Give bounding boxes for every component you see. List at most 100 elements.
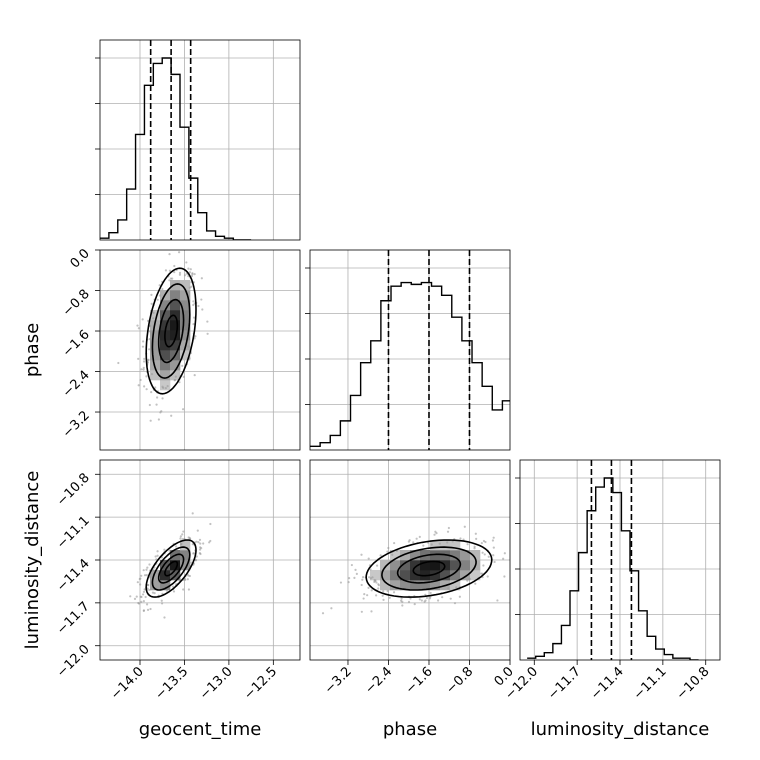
scatter-point (182, 588, 185, 591)
scatter-point (141, 593, 145, 596)
scatter-point (139, 378, 142, 382)
scatter-point (375, 594, 378, 597)
panel-frame-phase-hist (309, 249, 511, 451)
scatter-point (382, 598, 385, 601)
scatter-point (178, 273, 182, 276)
scatter-point (141, 318, 144, 321)
contours-phase-vs-luminosity-distance (365, 539, 493, 598)
scatter-point (473, 547, 476, 550)
y-axis-label-luminosity-distance: luminosity_distance (22, 471, 43, 650)
scatter-point (178, 381, 181, 384)
scatter-point (182, 530, 185, 533)
scatter-point (154, 555, 157, 558)
density-cell (180, 300, 191, 311)
scatter-point (148, 348, 151, 351)
y-tick-label-luminosity-distance-4: −10.8 (54, 471, 93, 510)
scatter-point (142, 360, 146, 363)
scatter-point (487, 555, 490, 558)
scatter-point (206, 332, 209, 335)
y-tick-label-phase-0: −3.2 (60, 408, 93, 441)
scatter-point (409, 597, 412, 600)
scatter-point (146, 319, 150, 322)
scatter-point (368, 576, 371, 579)
scatter-point (375, 581, 378, 584)
scatter-point (143, 357, 146, 360)
scatter-point (166, 385, 169, 388)
density-cell (400, 550, 411, 561)
scatter-point (163, 548, 166, 551)
scatter-point (401, 600, 404, 603)
density-cell (160, 370, 171, 381)
density-cell (450, 550, 461, 561)
scatter-point (182, 245, 184, 247)
scatter-point (381, 594, 384, 597)
scatter-point (156, 396, 159, 399)
scatter-point (447, 526, 450, 530)
scatter-point (393, 541, 396, 545)
scatter-point (142, 590, 146, 593)
scatter-point (361, 576, 365, 579)
density-cell (170, 340, 181, 351)
density-cell (150, 310, 161, 321)
density-cell (410, 570, 421, 581)
scatter-point (502, 557, 505, 560)
scatter-point (420, 599, 423, 602)
scatter-point (156, 298, 159, 301)
scatter-point (492, 546, 495, 549)
scatter-point (149, 607, 152, 611)
density-cell (370, 570, 381, 581)
density-cell (170, 290, 181, 301)
scatter-point (199, 552, 202, 556)
x-tick-label-geocent-time-0: −14.0 (108, 664, 147, 703)
density-cell (450, 570, 461, 581)
scatter-point (510, 552, 512, 554)
density-cell (440, 570, 451, 581)
scatter-point (156, 550, 159, 553)
scatter-point (458, 595, 461, 598)
scatter-point (462, 538, 465, 541)
scatter-point (178, 271, 182, 274)
scatter-point (360, 553, 363, 556)
scatter-point (158, 284, 161, 287)
scatter-point (140, 574, 143, 577)
panel-frame-geocent-time-hist (99, 39, 301, 241)
scatter-point (159, 411, 162, 414)
scatter-point (148, 403, 151, 407)
density-cell (170, 320, 181, 331)
scatter-point (142, 366, 145, 369)
x-tick-label-phase-1: −2.4 (362, 664, 395, 697)
scatter-point (153, 591, 156, 595)
density-cell (150, 350, 161, 361)
scatter-point (447, 587, 450, 590)
scatter-point (165, 589, 168, 592)
scatter-point (209, 522, 212, 526)
scatter-point (188, 574, 191, 578)
scatter-point (177, 251, 181, 254)
scatter-point (362, 597, 365, 600)
density-cell (430, 580, 441, 591)
scatter-point (185, 261, 188, 264)
scatter-point (142, 340, 145, 343)
histogram-phase (310, 281, 510, 448)
density-cell (460, 550, 471, 561)
contour-geocent-time-vs-phase-3 (145, 267, 197, 395)
scatter-point (188, 271, 192, 274)
x-tick-label-phase-2: −1.6 (403, 664, 436, 697)
scatter-point (192, 300, 195, 303)
y-tick-label-phase-1: −2.4 (60, 368, 93, 401)
scatter-point (150, 477, 152, 479)
scatter-point (146, 608, 150, 611)
density-cell (170, 330, 181, 341)
scatter-point (195, 555, 198, 558)
histogram-layer (100, 40, 699, 660)
x-tick-label-luminosity-distance-4: −10.8 (674, 664, 713, 703)
scatter-point (140, 595, 143, 599)
scatter-point (155, 403, 158, 406)
scatter-point (382, 590, 385, 593)
scatter-point (201, 308, 204, 311)
scatter-point (151, 591, 155, 594)
density-cell (170, 560, 181, 571)
scatter-point (160, 599, 163, 602)
scatter-point (150, 391, 153, 394)
y-tick-label-phase-3: −0.8 (60, 287, 93, 320)
